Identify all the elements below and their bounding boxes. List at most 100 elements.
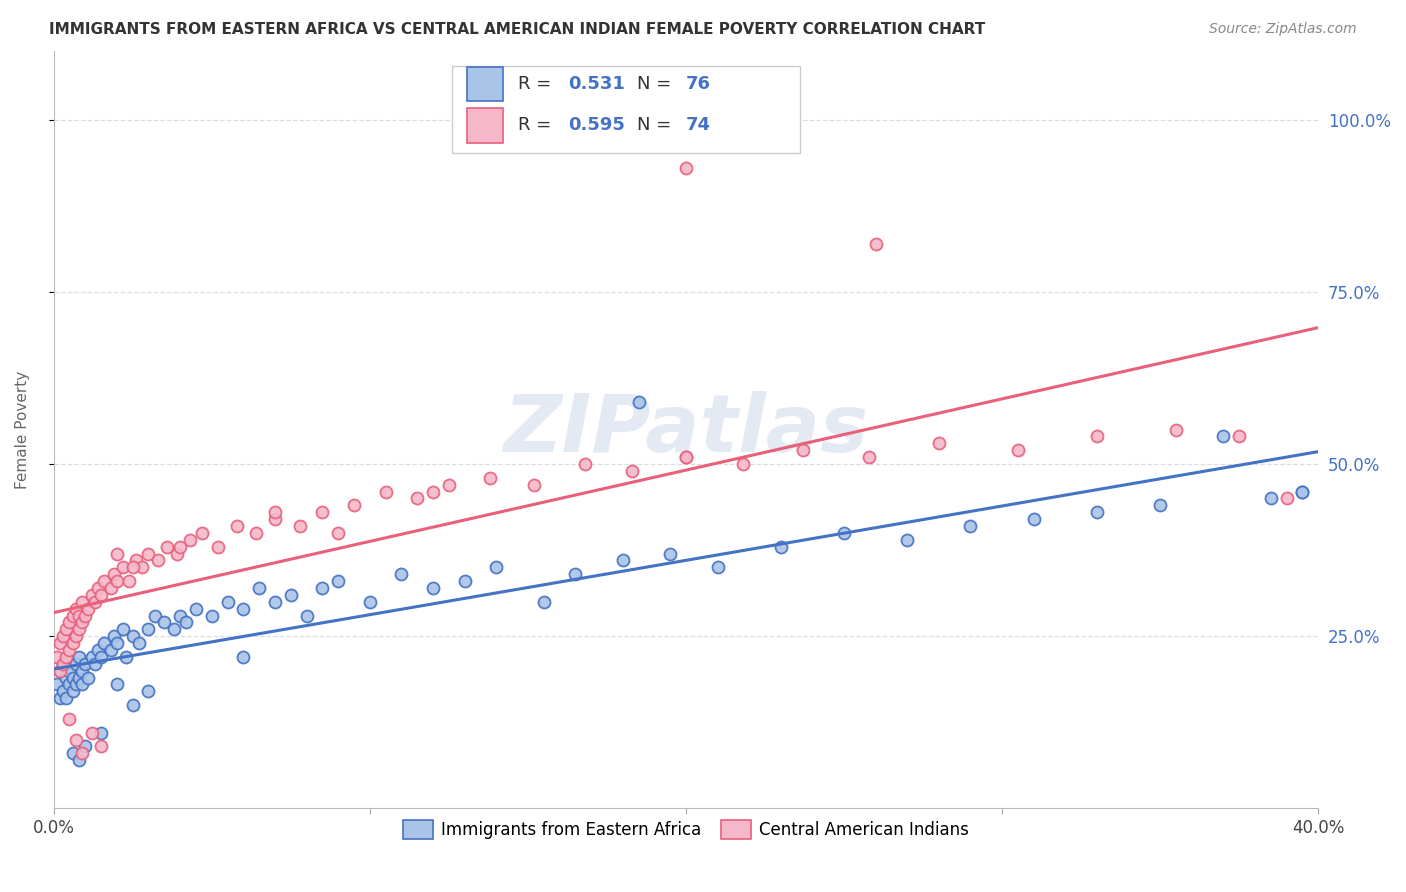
- Point: [70, 747, 93, 761]
- Point: [100, 581, 122, 595]
- Point: [706, 560, 728, 574]
- Point: [232, 649, 254, 664]
- Point: [62, 671, 84, 685]
- Point: [1022, 512, 1045, 526]
- Point: [659, 547, 682, 561]
- Point: [1212, 429, 1234, 443]
- Point: [49, 664, 72, 678]
- Point: [75, 608, 97, 623]
- Point: [52, 657, 75, 671]
- Point: [201, 608, 224, 623]
- Point: [138, 547, 160, 561]
- Point: [70, 664, 93, 678]
- Point: [1007, 443, 1029, 458]
- Point: [125, 553, 148, 567]
- Point: [93, 636, 115, 650]
- Point: [115, 649, 138, 664]
- Point: [100, 643, 122, 657]
- Point: [105, 547, 128, 561]
- Y-axis label: Female Poverty: Female Poverty: [15, 370, 30, 489]
- Point: [207, 540, 229, 554]
- Point: [70, 615, 93, 630]
- Point: [45, 677, 67, 691]
- Text: N =: N =: [637, 75, 676, 93]
- Point: [83, 657, 105, 671]
- Point: [112, 623, 135, 637]
- Point: [49, 664, 72, 678]
- Point: [105, 677, 128, 691]
- Point: [675, 450, 697, 464]
- Point: [93, 574, 115, 588]
- Point: [191, 525, 214, 540]
- Point: [232, 601, 254, 615]
- Text: IMMIGRANTS FROM EASTERN AFRICA VS CENTRAL AMERICAN INDIAN FEMALE POVERTY CORRELA: IMMIGRANTS FROM EASTERN AFRICA VS CENTRA…: [49, 22, 986, 37]
- Point: [67, 608, 90, 623]
- Point: [131, 560, 153, 574]
- Point: [138, 623, 160, 637]
- Point: [1164, 423, 1187, 437]
- Point: [67, 649, 90, 664]
- Point: [52, 684, 75, 698]
- Point: [627, 395, 650, 409]
- Point: [58, 677, 80, 691]
- Point: [166, 547, 188, 561]
- Point: [523, 477, 546, 491]
- Point: [87, 643, 110, 657]
- Point: [311, 505, 333, 519]
- Point: [55, 671, 77, 685]
- Point: [176, 615, 198, 630]
- Point: [58, 664, 80, 678]
- Point: [156, 540, 179, 554]
- Text: 76: 76: [686, 75, 711, 93]
- Point: [247, 581, 270, 595]
- Point: [1260, 491, 1282, 506]
- Point: [65, 732, 87, 747]
- Point: [675, 161, 697, 175]
- Point: [406, 491, 429, 506]
- Point: [280, 588, 302, 602]
- Point: [245, 525, 267, 540]
- Point: [1085, 505, 1108, 519]
- Point: [1291, 484, 1313, 499]
- Point: [62, 636, 84, 650]
- Point: [138, 684, 160, 698]
- Point: [65, 601, 87, 615]
- Point: [121, 560, 143, 574]
- Point: [65, 629, 87, 643]
- Point: [55, 691, 77, 706]
- Point: [55, 623, 77, 637]
- Point: [485, 560, 508, 574]
- Point: [1275, 491, 1298, 506]
- Point: [103, 567, 125, 582]
- Point: [121, 629, 143, 643]
- Point: [1149, 499, 1171, 513]
- Point: [865, 236, 887, 251]
- Point: [121, 698, 143, 712]
- Point: [533, 595, 555, 609]
- Point: [896, 533, 918, 547]
- Text: N =: N =: [637, 117, 676, 135]
- Point: [328, 525, 350, 540]
- Point: [169, 540, 191, 554]
- Point: [928, 436, 950, 450]
- Text: 0.531: 0.531: [568, 75, 626, 93]
- Point: [311, 581, 333, 595]
- Point: [58, 643, 80, 657]
- Point: [105, 574, 128, 588]
- FancyBboxPatch shape: [467, 109, 502, 143]
- Legend: Immigrants from Eastern Africa, Central American Indians: Immigrants from Eastern Africa, Central …: [396, 813, 976, 846]
- Point: [55, 649, 77, 664]
- Point: [675, 450, 697, 464]
- Point: [65, 657, 87, 671]
- Text: ZIPatlas: ZIPatlas: [503, 391, 869, 468]
- Text: R =: R =: [517, 75, 557, 93]
- Point: [45, 649, 67, 664]
- Point: [564, 567, 586, 582]
- Point: [453, 574, 475, 588]
- Point: [77, 601, 100, 615]
- Point: [75, 739, 97, 754]
- Point: [422, 581, 444, 595]
- Point: [328, 574, 350, 588]
- Point: [389, 567, 412, 582]
- Point: [264, 595, 287, 609]
